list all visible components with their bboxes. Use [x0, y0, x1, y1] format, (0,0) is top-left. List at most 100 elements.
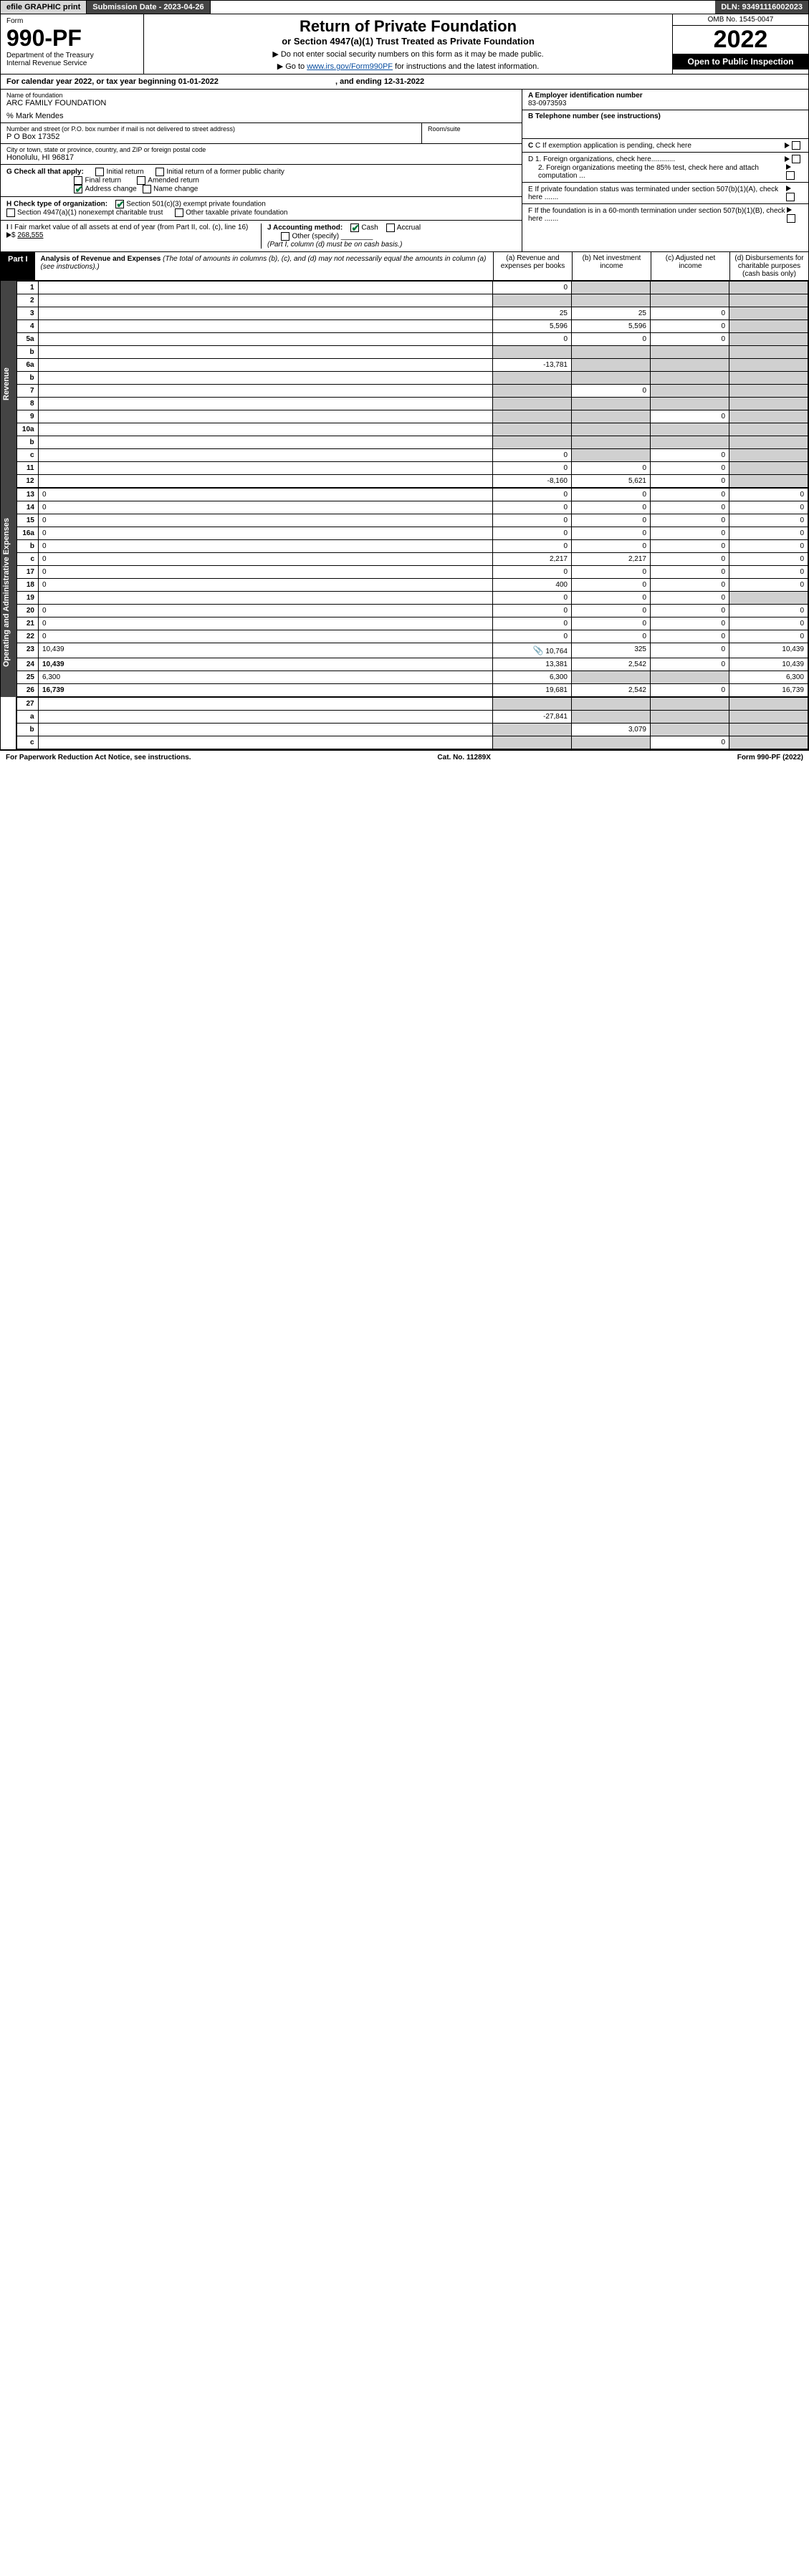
- cell-d: [729, 462, 808, 475]
- accrual-checkbox[interactable]: [386, 224, 395, 232]
- cell-c: 0: [651, 579, 729, 592]
- initial-return-checkbox[interactable]: [95, 168, 104, 176]
- a-value: 83-0973593: [528, 100, 566, 107]
- efile-label: efile GRAPHIC print: [1, 1, 87, 14]
- cell-b: 0: [572, 489, 651, 501]
- cell-c: 0: [651, 553, 729, 566]
- cell-a: [493, 346, 572, 359]
- cell-d: [729, 294, 808, 307]
- cash-checkbox[interactable]: [350, 224, 359, 232]
- table-row: c0: [16, 736, 808, 749]
- table-row: b: [16, 372, 808, 385]
- line-description: 0: [39, 540, 493, 553]
- 501c3-checkbox[interactable]: [115, 200, 124, 208]
- cell-b: [572, 671, 651, 684]
- calendar-begin: For calendar year 2022, or tax year begi…: [6, 77, 219, 86]
- table-row: c02,2172,21700: [17, 553, 808, 566]
- cell-d: 6,300: [729, 671, 808, 684]
- cell-c: 0: [651, 658, 729, 671]
- cell-c: 0: [651, 410, 729, 423]
- cell-d: [729, 410, 808, 423]
- cell-b: 5,621: [572, 475, 651, 488]
- line-number: 24: [17, 658, 39, 671]
- line-description: [38, 372, 492, 385]
- cell-a: 400: [493, 579, 572, 592]
- submission-date: Submission Date - 2023-04-26: [87, 1, 210, 14]
- line-number: 5a: [16, 333, 38, 346]
- paperclip-icon[interactable]: 📎: [533, 645, 544, 655]
- cell-c: [651, 423, 729, 436]
- d-cell: D 1. Foreign organizations, check here..…: [522, 153, 808, 183]
- e-checkbox[interactable]: [786, 193, 795, 201]
- i-cell: I I Fair market value of all assets at e…: [6, 224, 262, 249]
- amended-return-checkbox[interactable]: [137, 176, 145, 185]
- table-row: 1300000: [17, 489, 808, 501]
- cell-c: 0: [651, 630, 729, 643]
- other-method-checkbox[interactable]: [281, 232, 289, 241]
- cell-c: 0: [651, 540, 729, 553]
- cell-a: 5,596: [493, 320, 572, 333]
- cell-c: 0: [651, 489, 729, 501]
- cell-a: 0: [493, 630, 572, 643]
- cell-d: [729, 346, 808, 359]
- cell-c: 0: [651, 514, 729, 527]
- cell-a: [493, 698, 572, 711]
- line-description: [38, 307, 492, 320]
- cell-c: 0: [651, 333, 729, 346]
- note2-post: for instructions and the latest informat…: [393, 62, 539, 71]
- 4947-checkbox[interactable]: [6, 208, 15, 217]
- cell-c: [651, 698, 729, 711]
- cell-b: [572, 410, 651, 423]
- form-link[interactable]: www.irs.gov/Form990PF: [307, 62, 393, 71]
- f-label: F If the foundation is in a 60-month ter…: [528, 207, 787, 223]
- line-description: 10,439: [39, 658, 493, 671]
- j-cell: J Accounting method: Cash Accrual Other …: [262, 224, 516, 249]
- cell-a: 6,300: [493, 671, 572, 684]
- table-row: 5a000: [16, 333, 808, 346]
- name-change-checkbox[interactable]: [143, 185, 151, 193]
- dln: DLN: 93491116002023: [715, 1, 808, 14]
- cell-c: 0: [651, 736, 729, 749]
- other-taxable-checkbox[interactable]: [175, 208, 183, 217]
- footer-right: Form 990-PF (2022): [737, 754, 803, 761]
- c-checkbox[interactable]: [792, 141, 800, 150]
- initial-former-checkbox[interactable]: [155, 168, 164, 176]
- table-row: 2616,73919,6812,542016,739: [17, 684, 808, 697]
- cell-a: 0: [493, 566, 572, 579]
- cell-b: 0: [572, 566, 651, 579]
- d1-checkbox[interactable]: [792, 155, 800, 163]
- cell-d: 0: [729, 553, 808, 566]
- cell-d: 10,439: [729, 658, 808, 671]
- cell-d: [729, 282, 808, 294]
- cell-b: 0: [572, 462, 651, 475]
- foundation-name: ARC FAMILY FOUNDATION: [6, 99, 516, 107]
- line-description: 0: [39, 501, 493, 514]
- table-row: b: [16, 346, 808, 359]
- line-number: 3: [16, 307, 38, 320]
- cell-d: [729, 736, 808, 749]
- f-checkbox[interactable]: [787, 214, 795, 223]
- cell-c: [651, 372, 729, 385]
- cell-b: 2,542: [572, 684, 651, 697]
- address-cell: Number and street (or P.O. box number if…: [1, 123, 421, 144]
- line-number: b: [16, 346, 38, 359]
- line-number: 7: [16, 385, 38, 398]
- cell-d: [729, 423, 808, 436]
- line-number: c: [16, 449, 38, 462]
- d2-checkbox[interactable]: [786, 171, 795, 180]
- line-number: 11: [16, 462, 38, 475]
- line-description: 10,439: [39, 643, 493, 658]
- cell-b: [572, 294, 651, 307]
- address-change-checkbox[interactable]: [74, 185, 82, 193]
- line-description: [38, 398, 492, 410]
- cell-d: 0: [729, 501, 808, 514]
- cell-b: 0: [572, 385, 651, 398]
- info-right: A Employer identification number 83-0973…: [522, 90, 808, 251]
- calendar-year-row: For calendar year 2022, or tax year begi…: [0, 75, 809, 90]
- triangle-icon: [785, 143, 790, 148]
- address-value: P O Box 17352: [6, 133, 416, 141]
- cell-c: 0: [651, 307, 729, 320]
- line-description: [38, 385, 492, 398]
- line-number: b: [16, 372, 38, 385]
- cell-c: 0: [651, 617, 729, 630]
